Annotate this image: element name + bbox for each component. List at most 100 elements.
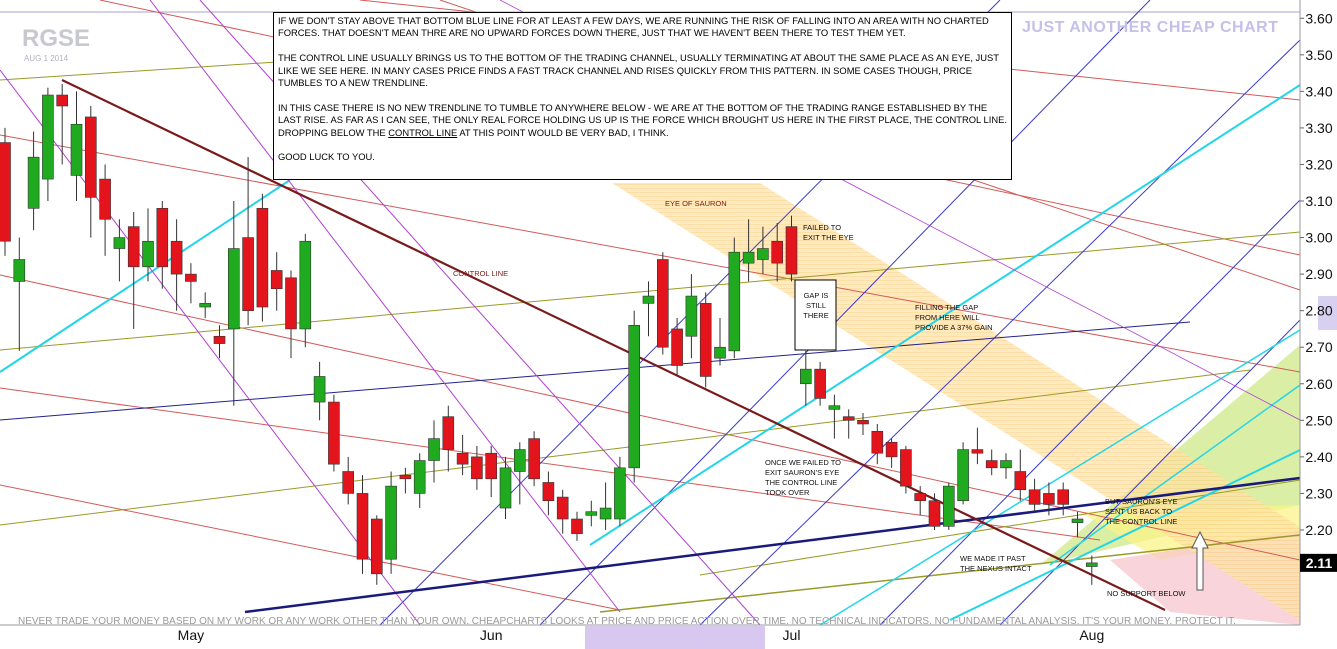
candle-body xyxy=(599,507,612,520)
candle-body xyxy=(685,295,698,337)
candle-body xyxy=(1071,518,1084,523)
candle-body xyxy=(857,420,869,425)
candle-body xyxy=(842,416,855,421)
candle-body xyxy=(585,511,598,516)
candle-body xyxy=(13,259,26,282)
annotation: THE NEXUS INTACT xyxy=(960,564,1032,573)
candle-body xyxy=(385,485,397,560)
y-tick-label: 3.40 xyxy=(1305,83,1332,99)
annotation: THE CONTROL LINE xyxy=(1105,517,1177,526)
candle-body xyxy=(628,324,641,469)
y-tick-label: 3.20 xyxy=(1305,156,1332,172)
note-text: GOOD LUCK TO YOU. xyxy=(278,151,375,163)
note-paragraph: IF WE DON'T STAY ABOVE THAT BOTTOM BLUE … xyxy=(278,15,1007,40)
candle-body xyxy=(399,474,412,480)
annotation: SENT US BACK TO xyxy=(1105,507,1172,516)
candle-body xyxy=(757,248,769,260)
annotation: FAILED TO xyxy=(803,223,841,232)
trendline xyxy=(599,534,1301,613)
trendline xyxy=(61,79,1166,611)
candle-body xyxy=(928,500,941,527)
y-tick-label: 3.60 xyxy=(1305,10,1332,26)
trendline xyxy=(699,39,1301,626)
candle-body xyxy=(499,467,512,509)
trendline xyxy=(0,69,421,626)
candle-body xyxy=(213,335,226,344)
candle-body xyxy=(914,493,927,502)
annotation: CONTROL LINE xyxy=(453,269,508,278)
gap-box xyxy=(794,279,837,351)
candle-body xyxy=(528,438,540,480)
candle-body xyxy=(828,405,841,410)
annotation: EXIT SAURON'S EYE xyxy=(765,468,839,477)
candle-body xyxy=(471,456,483,480)
note-text: IF WE DON'T STAY ABOVE THAT BOTTOM BLUE … xyxy=(278,15,989,39)
candle-body xyxy=(113,237,126,249)
trendline xyxy=(819,329,1301,626)
candle-body xyxy=(885,441,898,458)
y-tick-label: 3.30 xyxy=(1305,120,1332,136)
y-tick-label: 3.50 xyxy=(1305,47,1332,63)
trendline xyxy=(0,369,1251,526)
trendline xyxy=(0,387,1101,541)
note-text: CONTROL LINE xyxy=(388,126,458,138)
ticker: RGSE xyxy=(22,25,90,52)
candle-body xyxy=(442,416,455,450)
trendline xyxy=(0,484,621,611)
candle-body xyxy=(799,368,812,385)
candle-body xyxy=(556,496,569,520)
annotation: EXIT THE EYE xyxy=(803,233,854,242)
candle-body xyxy=(1028,489,1041,505)
annotation: WE MADE IT PAST xyxy=(960,554,1026,563)
y-tick-label: 2.20 xyxy=(1305,522,1332,538)
candle-body xyxy=(27,156,40,209)
note-text: THE CONTROL LINE USUALLY BRINGS US TO TH… xyxy=(278,52,999,89)
candle-body xyxy=(771,240,784,264)
trendline xyxy=(879,199,1301,626)
candle-body xyxy=(1086,562,1098,567)
candle-body xyxy=(957,449,969,502)
annotation: TOOK OVER xyxy=(765,488,810,497)
candle-body xyxy=(728,251,741,352)
trendline xyxy=(149,0,621,613)
candle-body xyxy=(742,251,755,264)
candle-body xyxy=(485,452,498,480)
candle-body xyxy=(56,94,69,107)
y-tick-label: 2.80 xyxy=(1305,303,1332,319)
y-tick-label: 2.90 xyxy=(1305,266,1332,282)
candle-body xyxy=(199,303,211,308)
trendline xyxy=(699,479,1301,576)
candle-body xyxy=(185,273,197,282)
candle-body xyxy=(714,346,726,359)
candle-body xyxy=(642,295,655,304)
candle-body xyxy=(85,116,97,198)
candle-body xyxy=(571,518,583,534)
candle-body xyxy=(871,430,884,454)
x-highlight xyxy=(585,626,765,649)
candle-body xyxy=(985,460,998,469)
candle-body xyxy=(971,449,984,454)
trendline xyxy=(0,274,1301,561)
candle-body xyxy=(42,94,54,180)
candle-body xyxy=(285,277,297,330)
candle-body xyxy=(614,467,626,520)
annotation: THERE xyxy=(803,311,828,320)
y-tick-label: 3.10 xyxy=(1305,193,1332,209)
candle-body xyxy=(127,226,140,268)
note-text: IN THIS CASE THERE IS NO NEW TRENDLINE T… xyxy=(278,101,1007,138)
y-tick-label: 3.00 xyxy=(1305,230,1332,246)
footer: NEVER TRADE YOUR MONEY BASED ON MY WORK … xyxy=(18,616,1236,627)
annotation: PROVIDE A 37% GAIN xyxy=(915,323,993,332)
trendline xyxy=(949,449,1301,621)
annotation: THE CONTROL LINE xyxy=(765,478,837,487)
annotation: STILL xyxy=(806,301,826,310)
candle-body xyxy=(0,142,11,242)
candle-body xyxy=(170,240,183,275)
candle-body xyxy=(370,518,383,575)
y-tick-label: 2.50 xyxy=(1305,412,1332,428)
trendline xyxy=(0,321,1191,421)
y-tick-label: 2.40 xyxy=(1305,449,1332,465)
trendline xyxy=(539,0,1151,626)
annotation: ONCE WE FAILED TO xyxy=(765,458,841,467)
